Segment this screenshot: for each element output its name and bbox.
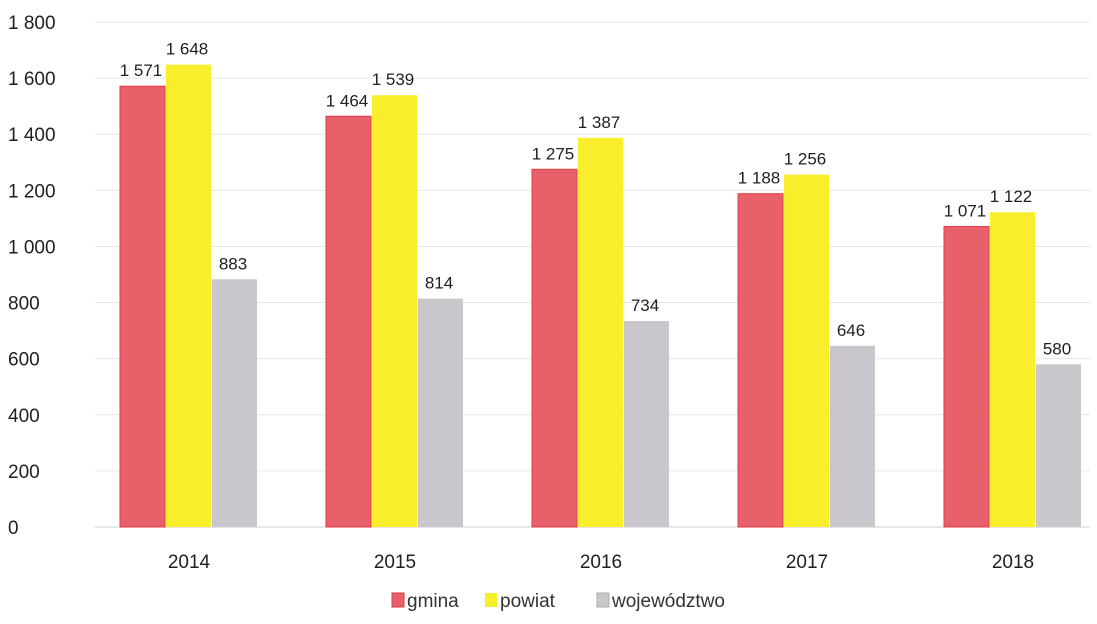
y-tick-label: 200 [8,462,40,483]
x-tick-label: 2016 [580,552,622,573]
y-tick-label: 1 600 [8,69,56,90]
legend-swatch-powiat [485,593,497,607]
y-tick-label: 400 [8,406,40,427]
bar-powiat-2016 [578,137,623,527]
y-tick-label: 1 200 [8,181,56,202]
y-tick-label: 0 [8,518,19,539]
bar-gmina-2018 [943,226,990,528]
bar-powiat-2015 [372,95,417,527]
data-label-gmina-2014: 1 571 [120,61,163,80]
y-tick-label: 800 [8,294,40,315]
data-label-powiat-2018: 1 122 [990,187,1033,206]
bar-powiat-2017 [784,174,829,527]
data-label-wojewodztwo-2016: 734 [631,296,659,315]
bar-powiat-2018 [990,212,1035,527]
legend-swatch-gmina [391,592,405,608]
y-tick-label: 1 400 [8,125,56,146]
data-label-wojewodztwo-2015: 814 [425,274,453,293]
data-label-powiat-2016: 1 387 [578,113,621,132]
data-label-wojewodztwo-2018: 580 [1043,339,1071,358]
bars [119,64,1081,528]
data-label-gmina-2016: 1 275 [532,144,575,163]
data-label-powiat-2015: 1 539 [372,70,415,89]
legend-swatch-wojewodztwo [596,592,610,608]
data-label-powiat-2017: 1 256 [784,150,827,169]
y-tick-label: 600 [8,350,40,371]
legend: gmina powiat województwo [391,591,725,612]
bar-wojewodztwo-2018 [1036,364,1081,527]
bar-wojewodztwo-2015 [418,298,463,527]
data-label-gmina-2018: 1 071 [944,202,987,221]
x-tick-label: 2014 [168,552,211,573]
x-tick-label: 2018 [992,552,1034,573]
legend-label-gmina: gmina [407,591,459,612]
data-label-gmina-2017: 1 188 [738,169,781,188]
legend-label-wojewodztwo: województwo [611,591,725,612]
bar-gmina-2016 [531,168,578,528]
bar-gmina-2015 [325,115,372,528]
x-tick-label: 2017 [786,552,828,573]
data-label-gmina-2015: 1 464 [326,91,369,110]
bar-wojewodztwo-2017 [830,345,875,527]
data-label-wojewodztwo-2017: 646 [837,321,865,340]
y-tick-label: 1 000 [8,237,56,258]
bar-wojewodztwo-2014 [212,279,257,527]
y-tick-label: 1 800 [8,13,56,34]
x-axis: 2014 2015 2016 2017 2018 [168,552,1034,573]
data-label-wojewodztwo-2014: 883 [219,254,247,273]
bar-gmina-2014 [119,85,166,528]
y-axis: 0 200 400 600 800 1 000 1 200 1 400 1 600 1 800 [8,13,56,539]
bar-wojewodztwo-2016 [624,321,669,527]
x-tick-label: 2015 [374,552,416,573]
bar-powiat-2014 [166,64,211,528]
legend-label-powiat: powiat [500,591,556,612]
bar-gmina-2017 [737,193,784,528]
data-label-powiat-2014: 1 648 [166,40,209,59]
